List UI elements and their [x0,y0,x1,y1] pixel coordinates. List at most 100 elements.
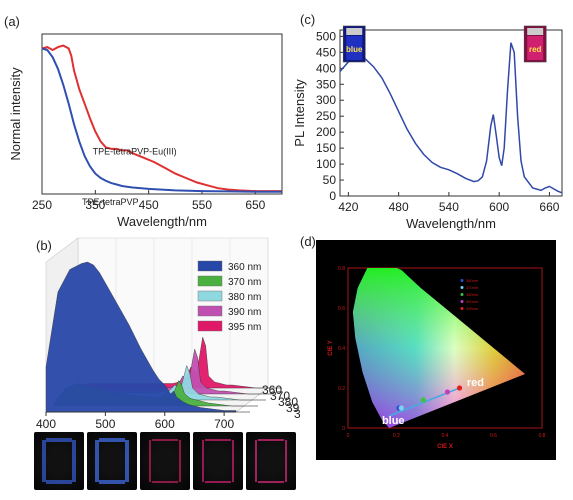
legend-label: 395 nm [228,322,261,333]
x-tick-label: 700 [214,417,234,431]
sample-photo-glow [149,439,181,483]
sample-photo-strip [34,432,296,490]
depth-label: 395 [294,407,300,421]
depth-label: 370 [270,389,290,403]
legend-marker [460,279,464,282]
cie-point-2 [420,397,426,403]
legend-label: 390nm [466,299,479,304]
y-tick-label: 0 [342,426,345,432]
cie-point-3 [444,389,451,395]
legend-swatch [197,290,223,302]
y-tick-label: 500 [316,29,336,43]
cie-frame [347,267,543,429]
legend-swatch [197,260,223,272]
y-tick-label: 200 [316,125,336,139]
pl-emission-chart: 420 480 540 600 660 0 50 100 150 200 250 300 350 400 4… [292,25,563,231]
x-tick-label: 0 [347,433,350,439]
vial-label-0: blue [346,45,363,54]
x-axis-label: CIE X [437,444,453,450]
panel-label-a: (a) [4,14,20,29]
y-tick-label: 0.6 [338,306,345,312]
y-axis-label: PL Intensity [292,79,307,147]
y-tick-label: 0 [329,189,336,203]
legend-label: 370nm [466,285,479,290]
panel-label-c: (c) [300,12,316,27]
sample-photo-370 [87,432,137,490]
depth-label: 390 [286,401,300,415]
legend-marker [460,286,464,289]
y-tick-label: 150 [316,141,336,155]
x-tick-label: 480 [389,200,409,214]
legend-marker [460,293,464,296]
y-tick-label: 450 [316,45,336,59]
x-tick-label: 600 [489,200,509,214]
legend-marker [460,300,464,303]
cie-chromaticity-panel: 0 0.2 0.4 0.6 0.8 0 0.2 0.4 0.6 0.8 CIE X CIE Y 360n… [316,240,556,460]
x-tick-label: 450 [139,198,159,212]
sample-photo-glow [42,438,76,484]
y-axis-label: Normal intensity [8,67,23,161]
x-tick-label: 400 [36,417,56,431]
vial-cap-0 [346,28,363,35]
legend-swatch [197,275,223,287]
x-tick-label: 660 [539,200,559,214]
cie-chart: 0 0.2 0.4 0.6 0.8 0 0.2 0.4 0.6 0.8 CIE X CIE Y 360n… [328,266,546,450]
sample-photo-360 [34,432,84,490]
panel-label-b: (b) [36,238,52,253]
legend-label: 395nm [466,306,479,311]
excitation-waterfall-chart: 360370380390395400500600700Wavelength/nm… [36,237,300,431]
x-axis-label: Wavelength/nm [406,216,496,231]
x-tick-label: 650 [245,198,265,212]
sample-photo-glow [255,439,287,483]
pl-series-line [339,42,563,194]
legend-swatch [197,305,223,317]
vial-liquid-0 [346,36,363,60]
y-tick-label: 250 [316,109,336,123]
series-label-tpe: TPE-tetraPVP [82,197,139,207]
plot-frame [339,29,563,197]
legend-label: 390 nm [228,307,261,318]
cie-point-4 [456,385,463,391]
x-tick-label: 250 [32,198,52,212]
y-tick-label: 0.2 [338,386,345,392]
series-line-1 [41,47,283,193]
x-tick-label: 0.8 [539,433,546,439]
y-tick-label: 300 [316,93,336,107]
panel-label-d: (d) [300,234,316,249]
vial-label-1: red [529,45,542,54]
vial-liquid-1 [527,36,544,60]
vial-cap-1 [527,28,544,35]
sample-photo-395 [246,432,296,490]
legend-swatch [197,320,223,332]
absorption-chart: 250 350 450 550 650 Wavelength/nm Normal inten… [8,33,283,229]
sample-photo-390 [193,432,243,490]
depth-label: 380 [278,395,298,409]
x-tick-label: 540 [439,200,459,214]
y-tick-label: 0.4 [338,346,345,352]
x-tick-label: 500 [95,417,115,431]
x-tick-label: 350 [85,198,105,212]
sample-photo-380 [140,432,190,490]
y-tick-label: 50 [323,173,337,187]
plot-frame [41,33,283,195]
cie-gamut-overlay [352,268,526,428]
legend-label: 380 nm [228,292,261,303]
y-tick-label: 100 [316,157,336,171]
legend-label: 360nm [466,278,479,283]
legend-label: 380nm [466,292,479,297]
legend-label: 370 nm [228,277,261,288]
series-line-0 [41,44,282,193]
annotation-blue: blue [382,415,405,427]
sample-photo-glow [202,439,234,483]
y-tick-label: 400 [316,61,336,75]
sample-photo-glow [95,438,129,484]
x-tick-label: 550 [192,198,212,212]
depth-label: 360 [262,383,282,397]
x-tick-label: 600 [155,417,175,431]
x-tick-label: 420 [338,200,358,214]
x-axis-label: Wavelength/nm [117,214,207,229]
x-tick-label: 0.6 [490,433,497,439]
series-label-eu: TPE-tetraPVP-Eu(III) [93,147,177,157]
cie-point-1 [398,405,404,411]
legend-marker [460,307,464,310]
